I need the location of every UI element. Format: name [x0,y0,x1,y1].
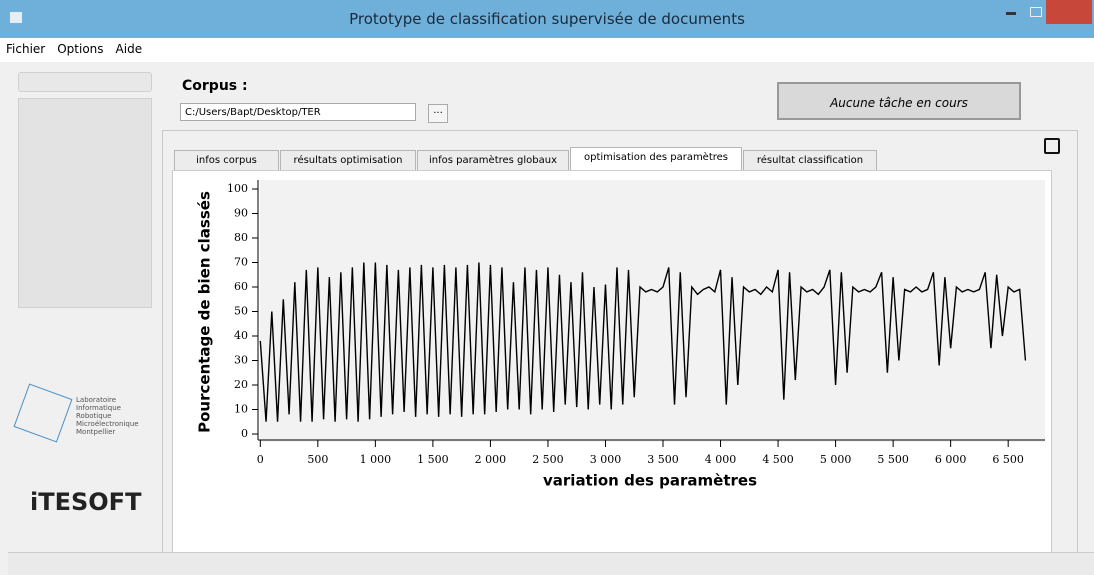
chart: variation des paramètres Pourcentage de … [196,180,1045,490]
y-tick-label: 20 [234,378,248,391]
y-tick-label: 70 [234,256,248,269]
tab[interactable]: résultat classification [743,150,877,172]
plot-area [260,180,1045,442]
lab-line: Informatique [76,404,121,412]
x-tick-label: 0 [257,453,264,466]
browse-button[interactable]: ... [428,104,448,123]
data-line [259,262,1027,422]
y-tick-label: 80 [234,231,248,244]
y-tick-label: 60 [234,280,248,293]
lab-logo [13,383,73,443]
x-axis-title: variation des paramètres [543,472,757,490]
tab[interactable]: infos corpus [174,150,279,172]
y-tick-label: 30 [234,354,248,367]
tab[interactable]: infos paramètres globaux [417,150,569,172]
lab-line: Laboratoire [76,396,117,404]
status-bar [8,552,1094,575]
x-tick-label: 6 500 [992,453,1024,466]
x-tick-label: 6 000 [935,453,967,466]
y-tick-label: 0 [241,427,248,440]
x-tick-label: 4 000 [705,453,737,466]
menu-bar: Fichier Options Aide [0,38,1094,62]
lab-line: Robotique [76,412,112,420]
lab-name: Laboratoire Informatique Robotique Microéle… [76,396,139,436]
x-tick-label: 2 000 [475,453,507,466]
y-tick-label: 50 [234,305,248,318]
maximize-button[interactable] [1030,7,1042,17]
app-icon [10,12,22,23]
x-tick-label: 2 500 [532,453,564,466]
x-tick-label: 500 [307,453,328,466]
menu-item[interactable]: Options [57,42,104,56]
status-button[interactable]: Aucune tâche en cours [777,82,1021,120]
y-tick-label: 40 [234,329,248,342]
x-tick-label: 1 000 [360,453,392,466]
tab[interactable]: optimisation des paramètres [570,147,742,172]
x-tick-label: 1 500 [417,453,449,466]
corpus-list [18,98,152,308]
y-tick-label: 90 [234,207,248,220]
corpus-selector[interactable] [18,72,152,92]
x-tick-label: 3 500 [647,453,679,466]
menu-item[interactable]: Fichier [6,42,46,56]
lab-line: Montpellier [76,428,116,436]
x-tick-label: 3 000 [590,453,622,466]
tab[interactable]: résultats optimisation [280,150,416,172]
lab-line: Microélectronique [76,420,139,428]
minimize-button[interactable] [1006,12,1016,15]
corpus-label: Corpus : [182,78,248,94]
y-tick-label: 10 [234,403,248,416]
collapse-button[interactable] [1044,138,1060,154]
y-axis-title: Pourcentage de bien classés [196,191,214,433]
x-tick-label: 5 500 [877,453,909,466]
company-logo: iTESOFT [30,488,142,516]
x-tick-label: 5 000 [820,453,852,466]
window-title: Prototype de classification supervisée d… [349,10,745,28]
menu-item[interactable]: Aide [115,42,143,56]
title-bar: Prototype de classification supervisée d… [0,0,1094,38]
y-tick-label: 100 [227,182,248,195]
close-button[interactable] [1046,0,1092,24]
path-input[interactable]: C:/Users/Bapt/Desktop/TER [180,103,416,121]
x-tick-label: 4 500 [762,453,794,466]
